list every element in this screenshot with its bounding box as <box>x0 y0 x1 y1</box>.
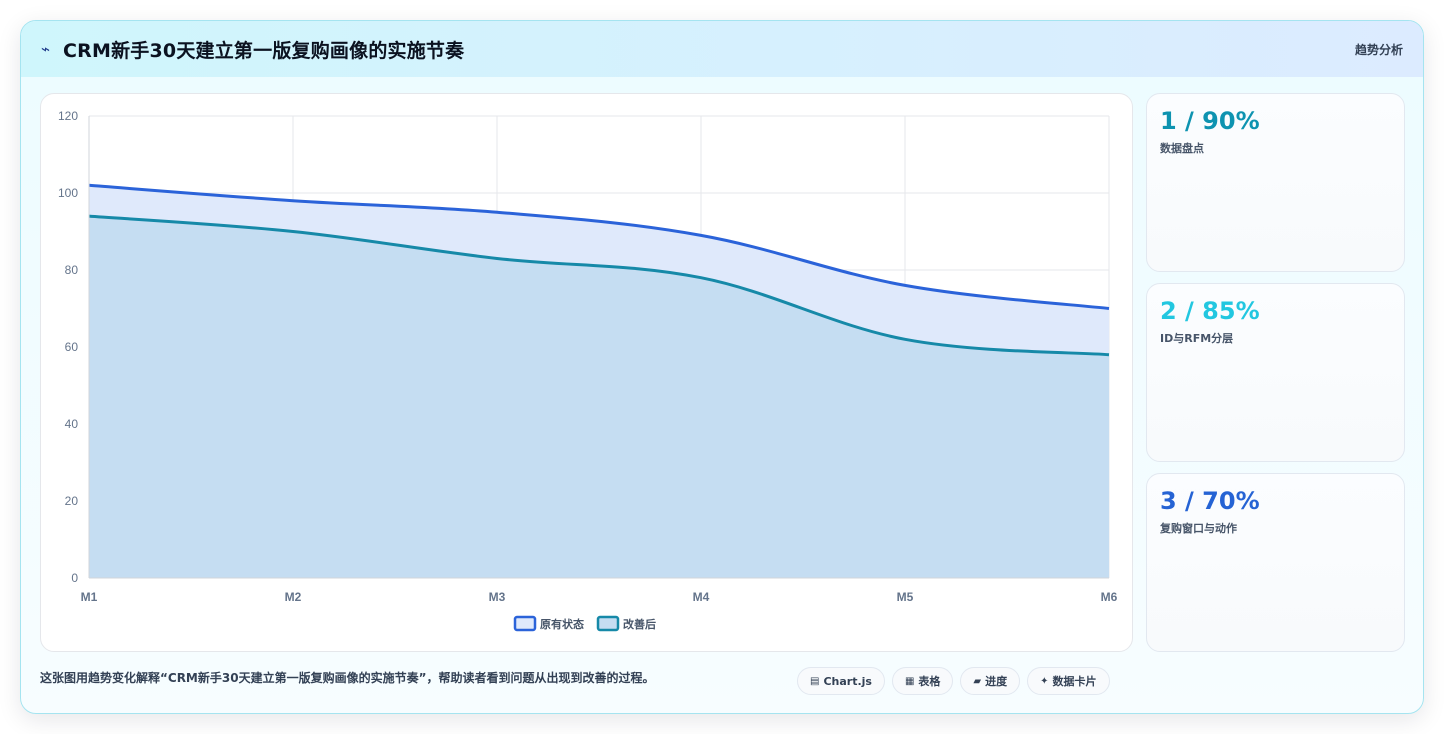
pill-progress[interactable]: ▰ 进度 <box>960 667 1021 695</box>
y-tick-label: 40 <box>65 417 79 431</box>
title-wrap: ⌁ CRM新手30天建立第一版复购画像的实施节奏 <box>41 36 464 63</box>
stat-value: 1 / 90% <box>1160 107 1260 135</box>
legend-swatch <box>596 615 620 632</box>
stat-card-3: 3 / 70% 复购窗口与动作 <box>1146 473 1405 652</box>
pill-label: Chart.js <box>823 674 872 688</box>
pill-data-cards[interactable]: ✦ 数据卡片 <box>1027 667 1110 695</box>
y-tick-label: 100 <box>58 186 78 200</box>
page-title: CRM新手30天建立第一版复购画像的实施节奏 <box>63 39 465 62</box>
series-area-2 <box>89 216 1109 578</box>
stat-card-1: 1 / 90% 数据盘点 <box>1146 93 1405 272</box>
trend-icon: ⌁ <box>41 40 51 58</box>
feature-pills: ▤ Chart.js ▦ 表格 ▰ 进度 ✦ 数据卡片 <box>797 667 1110 695</box>
sparkle-icon: ✦ <box>1040 675 1049 687</box>
progress-icon: ▰ <box>973 675 982 687</box>
area-chart: 0 20 40 60 80 100 120 M1 M2 M3 M4 M5 M6 原有状态 改善后 <box>58 109 1118 632</box>
y-tick-label: 60 <box>65 340 79 354</box>
y-tick-label: 0 <box>71 571 78 585</box>
stat-card-2: 2 / 85% ID与RFM分层 <box>1146 283 1405 462</box>
x-tick-label: M3 <box>489 590 506 604</box>
table-icon: ▦ <box>904 675 915 687</box>
card-header: ⌁ CRM新手30天建立第一版复购画像的实施节奏 趋势分析 <box>21 21 1423 77</box>
stat-label: ID与RFM分层 <box>1160 332 1234 345</box>
legend-label: 原有状态 <box>540 617 584 631</box>
y-tick-label: 80 <box>65 263 79 277</box>
x-tick-label: M4 <box>693 590 710 604</box>
stat-value: 3 / 70% <box>1160 487 1260 515</box>
pill-label: 进度 <box>985 675 1008 688</box>
pill-label: 表格 <box>918 675 941 688</box>
y-tick-label: 120 <box>58 109 78 123</box>
chart-icon: ▤ <box>810 675 820 687</box>
pill-table[interactable]: ▦ 表格 <box>891 667 954 695</box>
series-line-1 <box>88 183 1110 310</box>
report-card: ⌁ CRM新手30天建立第一版复购画像的实施节奏 趋势分析 0 20 40 60 80 1… <box>20 20 1424 714</box>
stat-label: 数据盘点 <box>1160 142 1204 155</box>
x-tick-label: M1 <box>81 590 98 604</box>
stat-value: 2 / 85% <box>1160 297 1260 325</box>
series-line-2 <box>88 214 1110 357</box>
y-tick-label: 20 <box>65 494 79 508</box>
pill-chartjs[interactable]: ▤ Chart.js <box>797 667 885 695</box>
legend-label: 改善后 <box>623 617 656 631</box>
x-tick-label: M6 <box>1101 590 1118 604</box>
chart-panel: 0 20 40 60 80 100 120 M1 M2 M3 M4 M5 M6 原有状态 改善后 <box>40 93 1133 652</box>
stat-label: 复购窗口与动作 <box>1160 522 1237 535</box>
chart-caption: 这张图用趋势变化解释“CRM新手30天建立第一版复购画像的实施节奏”，帮助读者看… <box>40 671 655 685</box>
x-tick-label: M5 <box>897 590 914 604</box>
legend-swatch <box>513 615 537 632</box>
pill-label: 数据卡片 <box>1052 675 1097 688</box>
header-tag: 趋势分析 <box>1354 42 1403 57</box>
x-tick-label: M2 <box>285 590 302 604</box>
